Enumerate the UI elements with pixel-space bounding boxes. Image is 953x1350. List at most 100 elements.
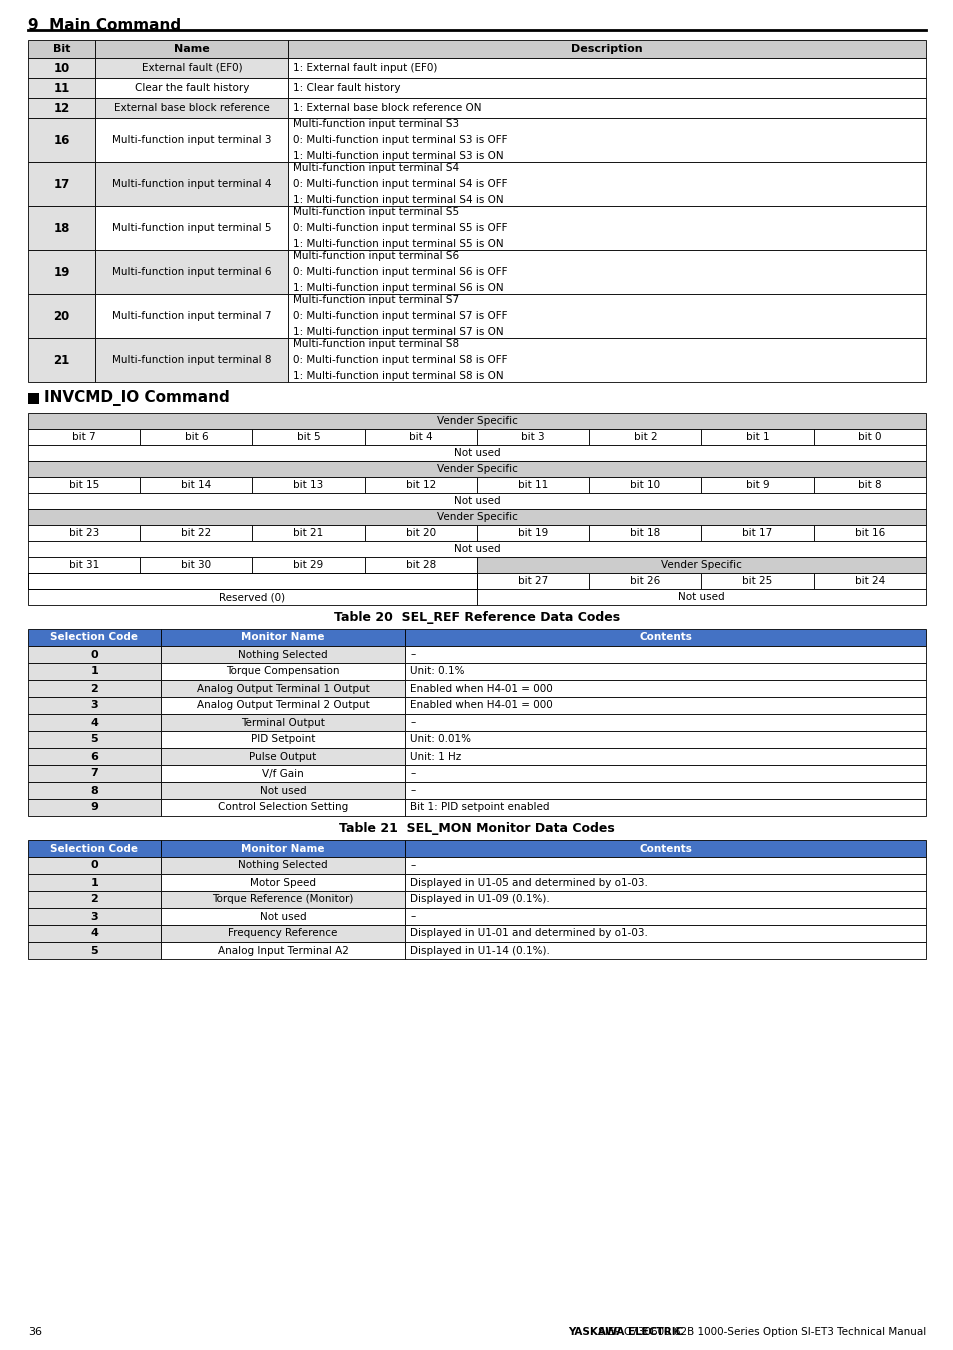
Text: bit 1: bit 1	[745, 432, 769, 441]
Text: Table 20  SEL_REF Reference Data Codes: Table 20 SEL_REF Reference Data Codes	[334, 612, 619, 624]
Text: bit 2: bit 2	[633, 432, 657, 441]
Text: Analog Output Terminal 1 Output: Analog Output Terminal 1 Output	[196, 683, 369, 694]
Text: –: –	[410, 860, 415, 871]
Text: Selection Code: Selection Code	[51, 844, 138, 853]
Bar	[28, 891, 161, 909]
Bar	[161, 730, 405, 748]
Bar	[161, 680, 405, 697]
Bar	[28, 207, 95, 250]
Text: –: –	[410, 768, 415, 779]
Text: 19: 19	[53, 266, 70, 278]
Bar	[28, 40, 95, 58]
Text: 1: 1	[91, 667, 98, 676]
Bar	[28, 799, 161, 815]
Bar	[161, 799, 405, 815]
Text: Multi-function input terminal 6: Multi-function input terminal 6	[112, 267, 272, 277]
Text: 7: 7	[91, 768, 98, 779]
Bar	[28, 541, 925, 558]
Text: –: –	[410, 717, 415, 728]
Text: Bit: Bit	[53, 45, 71, 54]
Bar	[405, 782, 925, 799]
Text: Analog Output Terminal 2 Output: Analog Output Terminal 2 Output	[196, 701, 369, 710]
Bar	[405, 799, 925, 815]
Bar	[28, 647, 161, 663]
Bar	[813, 477, 925, 493]
Bar	[700, 477, 813, 493]
Bar	[405, 765, 925, 782]
Bar	[288, 162, 925, 207]
Bar	[28, 250, 95, 294]
Text: bit 24: bit 24	[854, 576, 884, 586]
Text: Multi-function input terminal S7: Multi-function input terminal S7	[294, 296, 459, 305]
Bar	[364, 558, 476, 572]
Text: 1: 1	[91, 878, 98, 887]
Bar	[161, 765, 405, 782]
Bar	[140, 525, 253, 541]
Text: Description: Description	[571, 45, 642, 54]
Text: 1: Multi-function input terminal S8 is ON: 1: Multi-function input terminal S8 is O…	[294, 371, 503, 381]
Text: bit 13: bit 13	[294, 481, 323, 490]
Bar	[161, 782, 405, 799]
Bar	[253, 429, 364, 446]
Text: V/f Gain: V/f Gain	[262, 768, 304, 779]
Bar	[405, 840, 925, 857]
Bar	[28, 117, 95, 162]
Text: 8: 8	[91, 786, 98, 795]
Text: 1: Multi-function input terminal S7 is ON: 1: Multi-function input terminal S7 is O…	[294, 327, 503, 338]
Bar	[28, 78, 95, 99]
Text: bit 31: bit 31	[69, 560, 99, 570]
Text: bit 3: bit 3	[520, 432, 544, 441]
Bar	[95, 250, 288, 294]
Bar	[28, 942, 161, 958]
Text: bit 22: bit 22	[181, 528, 212, 539]
Bar	[476, 589, 925, 605]
Bar	[405, 925, 925, 942]
Text: Multi-function input terminal 5: Multi-function input terminal 5	[112, 223, 272, 234]
Text: Not used: Not used	[259, 911, 306, 922]
Bar	[405, 629, 925, 647]
Bar	[364, 429, 476, 446]
Text: Motor Speed: Motor Speed	[250, 878, 315, 887]
Text: 6: 6	[91, 752, 98, 761]
Text: 1: Clear fault history: 1: Clear fault history	[294, 82, 400, 93]
Text: Nothing Selected: Nothing Selected	[238, 649, 328, 660]
Bar	[28, 663, 161, 680]
Bar	[161, 663, 405, 680]
Bar	[253, 558, 364, 572]
Bar	[28, 477, 140, 493]
Bar	[161, 697, 405, 714]
Text: 5: 5	[91, 945, 98, 956]
Text: bit 15: bit 15	[69, 481, 99, 490]
Bar	[405, 663, 925, 680]
Text: 18: 18	[53, 221, 70, 235]
Text: Enabled when H4-01 = 000: Enabled when H4-01 = 000	[410, 683, 553, 694]
Text: SIEP C730600 62B 1000-Series Option SI-ET3 Technical Manual: SIEP C730600 62B 1000-Series Option SI-E…	[594, 1327, 925, 1336]
Text: Vender Specific: Vender Specific	[436, 512, 517, 522]
Text: 0: Multi-function input terminal S4 is OFF: 0: Multi-function input terminal S4 is O…	[294, 180, 507, 189]
Text: Terminal Output: Terminal Output	[241, 717, 325, 728]
Bar	[161, 942, 405, 958]
Text: 36: 36	[28, 1327, 42, 1336]
Bar	[161, 909, 405, 925]
Bar	[288, 250, 925, 294]
Bar	[700, 525, 813, 541]
Text: Multi-function input terminal 3: Multi-function input terminal 3	[112, 135, 272, 144]
Text: Vender Specific: Vender Specific	[660, 560, 741, 570]
Bar	[28, 629, 161, 647]
Bar	[28, 509, 925, 525]
Text: 9  Main Command: 9 Main Command	[28, 18, 181, 32]
Text: 0: 0	[91, 649, 98, 660]
Text: Monitor Name: Monitor Name	[241, 633, 324, 643]
Bar	[28, 765, 161, 782]
Text: bit 20: bit 20	[405, 528, 436, 539]
Text: Multi-function input terminal S4: Multi-function input terminal S4	[294, 163, 459, 173]
Text: 4: 4	[91, 717, 98, 728]
Text: bit 8: bit 8	[857, 481, 881, 490]
Bar	[161, 714, 405, 730]
Text: Vender Specific: Vender Specific	[436, 416, 517, 427]
Text: Torque Reference (Monitor): Torque Reference (Monitor)	[213, 895, 354, 905]
Text: Multi-function input terminal S8: Multi-function input terminal S8	[294, 339, 459, 350]
Text: bit 11: bit 11	[517, 481, 548, 490]
Text: External base block reference: External base block reference	[114, 103, 270, 113]
Bar	[589, 525, 700, 541]
